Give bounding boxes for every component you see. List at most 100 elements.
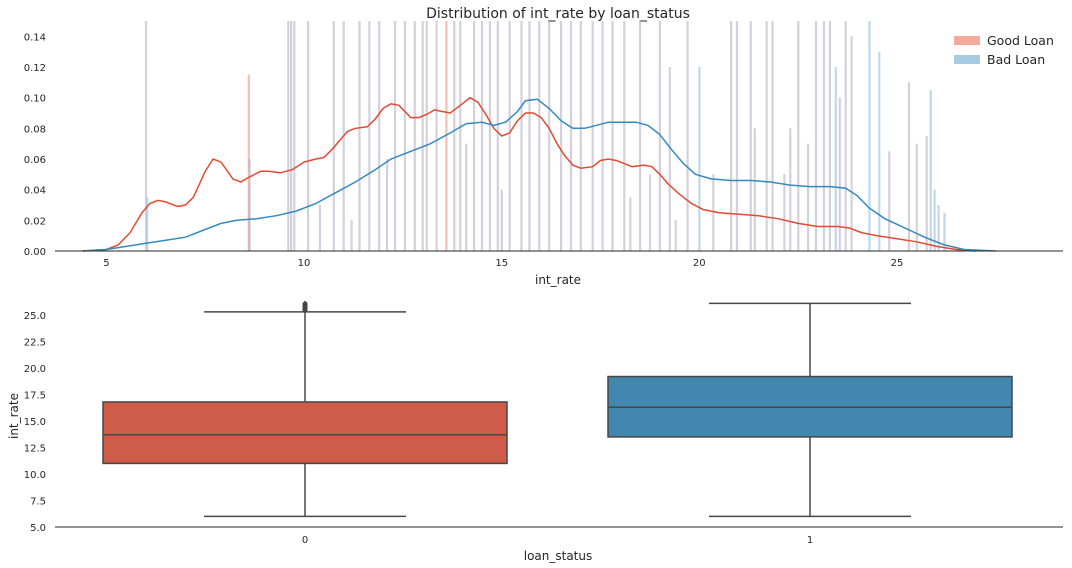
histogram-bar — [538, 21, 541, 251]
histogram-bar — [413, 21, 416, 251]
y-tick-label: 0.02 — [24, 216, 46, 227]
histogram-bar — [629, 197, 632, 251]
histogram-bar — [488, 21, 491, 251]
x-tick-label: 0 — [302, 535, 308, 546]
x-tick-labels-top: 5 10 15 20 25 — [103, 258, 903, 269]
histogram-bar — [797, 21, 800, 251]
histogram-bar — [144, 21, 148, 251]
histogram-bar — [937, 205, 940, 251]
histogram-bar — [753, 128, 756, 251]
boxplot-1 — [607, 302, 1013, 518]
histogram-bar — [888, 151, 891, 251]
y-tick-label: 7.5 — [30, 497, 46, 508]
histogram-bar — [453, 21, 456, 251]
histogram-bar — [548, 21, 551, 251]
histogram-bar — [668, 67, 671, 251]
kde-line-good-loan — [82, 96, 977, 252]
boxplots — [102, 300, 1013, 518]
histogram-bar — [834, 67, 837, 251]
histogram-bar — [648, 174, 652, 251]
histogram-bar — [368, 21, 371, 251]
legend-swatch-bad-loan — [954, 55, 980, 64]
x-tick-label: 25 — [891, 258, 904, 269]
histogram-bar — [822, 21, 825, 251]
distribution-panel: Distribution of int_rate by loan_status … — [24, 6, 1063, 287]
histogram-bar — [403, 21, 406, 251]
histogram-bar — [520, 21, 523, 251]
histogram-bar — [765, 21, 768, 251]
histogram-bar — [838, 97, 841, 251]
histogram-bar — [358, 21, 361, 251]
histogram-bar — [248, 159, 251, 251]
y-tick-label: 12.5 — [24, 444, 46, 455]
histogram-bar — [496, 21, 499, 251]
histogram-bar — [445, 21, 448, 251]
y-tick-label: 0.14 — [24, 32, 46, 43]
histogram-bar — [473, 21, 476, 251]
legend-swatch-good-loan — [954, 36, 980, 45]
histogram-bar — [591, 21, 594, 251]
y-tick-labels-bottom: 5.0 7.5 10.0 12.5 15.0 17.5 20.0 22.5 25.0 — [24, 311, 46, 534]
histogram-bar — [611, 21, 614, 251]
y-tick-label: 5.0 — [30, 523, 46, 534]
histogram-bar — [929, 90, 932, 251]
histogram-bar — [844, 21, 847, 251]
boxplot-0 — [102, 300, 508, 518]
histogram-bar — [814, 21, 818, 251]
histogram-bar — [943, 212, 946, 251]
histogram-bar — [569, 21, 573, 251]
histogram-bar — [807, 143, 810, 251]
y-tick-label: 0.06 — [24, 155, 46, 166]
histogram-bar — [146, 197, 149, 251]
y-tick-label: 0.12 — [24, 63, 46, 74]
y-tick-label: 0.08 — [24, 124, 46, 135]
histogram-bar — [508, 21, 511, 251]
histogram-bar — [698, 67, 701, 251]
histogram-bar — [783, 174, 786, 251]
histogram-bar — [579, 21, 582, 251]
histogram-bar — [730, 21, 733, 251]
x-tick-label: 1 — [807, 535, 813, 546]
histogram-bar — [435, 21, 438, 251]
y-tick-label: 25.0 — [24, 311, 46, 322]
legend-label-good-loan: Good Loan — [987, 33, 1054, 48]
histogram-bar — [907, 82, 910, 251]
chart-title: Distribution of int_rate by loan_status — [426, 6, 690, 22]
histogram-bar — [421, 21, 424, 251]
histogram-bar — [789, 128, 792, 251]
y-tick-labels-top: 0.00 0.02 0.04 0.06 0.08 0.10 0.12 0.14 — [24, 32, 46, 258]
y-tick-label: 15.0 — [24, 417, 46, 428]
outlier-marker — [302, 300, 308, 307]
histogram-bar — [868, 21, 871, 251]
histogram-bar — [658, 21, 661, 251]
histogram-bar — [394, 21, 397, 251]
x-tick-label: 15 — [495, 258, 508, 269]
histogram-bar — [933, 189, 936, 251]
histogram-bar — [386, 159, 389, 251]
y-tick-label: 17.5 — [24, 391, 46, 402]
y-tick-label: 10.0 — [24, 470, 46, 481]
histogram-bar — [735, 21, 739, 251]
histogram-bar — [480, 21, 484, 251]
legend: Good Loan Bad Loan — [954, 33, 1054, 67]
histogram-bar — [287, 21, 290, 251]
histogram-bar — [915, 143, 918, 251]
histogram-bar — [290, 21, 293, 251]
histogram-bar — [674, 220, 677, 251]
y-tick-label: 20.0 — [24, 364, 46, 375]
histogram-bar — [749, 21, 752, 251]
legend-label-bad-loan: Bad Loan — [987, 52, 1045, 67]
histogram-bar — [925, 136, 928, 251]
x-tick-label: 10 — [298, 258, 311, 269]
y-tick-label: 0.04 — [24, 186, 46, 197]
histogram-bar — [878, 51, 881, 252]
y-tick-label: 0.10 — [24, 94, 46, 105]
histogram-bar — [850, 36, 853, 251]
y-tick-label: 0.00 — [24, 247, 46, 258]
histogram-bar — [686, 21, 689, 251]
y-axis-label-bottom: int_rate — [7, 393, 21, 439]
histogram-bar — [500, 189, 503, 251]
histogram-bar — [425, 21, 428, 251]
histogram-bars — [144, 21, 946, 252]
